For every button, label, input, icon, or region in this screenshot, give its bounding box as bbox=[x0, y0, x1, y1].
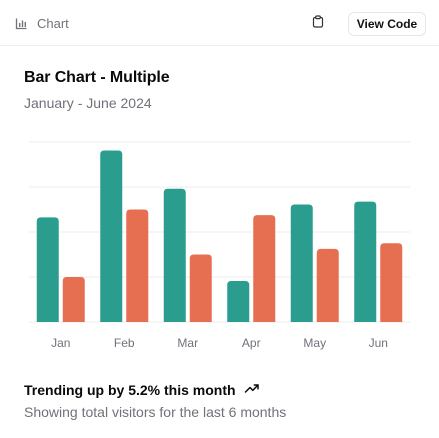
trend-summary: Trending up by 5.2% this month bbox=[24, 380, 260, 399]
bar-jan-series-2[interactable] bbox=[62, 277, 85, 322]
breadcrumb: Chart bbox=[15, 15, 69, 31]
footer-note: Showing total visitors for the last 6 mo… bbox=[24, 404, 287, 420]
bar-apr-series-2[interactable] bbox=[253, 215, 276, 322]
card-description: January - June 2024 bbox=[24, 95, 152, 111]
bar-apr-series-1[interactable] bbox=[227, 280, 250, 322]
bar-jan-series-1[interactable] bbox=[36, 217, 59, 322]
bar-jun-series-2[interactable] bbox=[380, 243, 403, 322]
trend-text: Trending up by 5.2% this month bbox=[24, 381, 236, 398]
x-tick-label: Jan bbox=[51, 336, 70, 350]
x-tick-label: May bbox=[303, 336, 326, 350]
bar-feb-series-2[interactable] bbox=[126, 209, 149, 323]
bar-chart-icon bbox=[15, 17, 28, 30]
bar-jun-series-1[interactable] bbox=[354, 201, 377, 322]
bar-feb-series-1[interactable] bbox=[100, 150, 123, 322]
breadcrumb-label[interactable]: Chart bbox=[37, 15, 69, 31]
x-tick-label: Mar bbox=[177, 336, 198, 350]
clipboard-icon bbox=[312, 15, 324, 33]
view-code-button[interactable]: View Code bbox=[348, 12, 426, 36]
top-bar: Chart View Code bbox=[0, 0, 439, 46]
bar-mar-series-2[interactable] bbox=[189, 254, 212, 323]
trending-up-icon bbox=[244, 380, 260, 399]
x-tick-label: Jun bbox=[369, 336, 388, 350]
bar-may-series-2[interactable] bbox=[316, 248, 339, 322]
bar-may-series-1[interactable] bbox=[290, 204, 313, 322]
x-tick-label: Apr bbox=[242, 336, 261, 350]
card-title: Bar Chart - Multiple bbox=[24, 69, 170, 86]
x-tick-label: Feb bbox=[114, 336, 135, 350]
bar-mar-series-1[interactable] bbox=[163, 188, 186, 322]
copy-button[interactable] bbox=[306, 12, 330, 36]
